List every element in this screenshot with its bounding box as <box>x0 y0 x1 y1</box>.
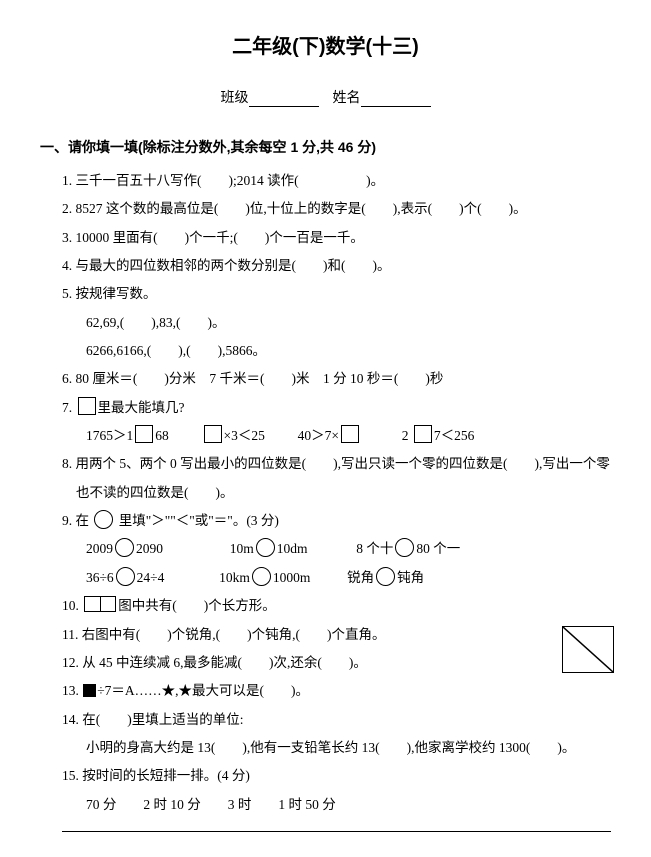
circle-icon <box>252 567 271 586</box>
q9e-l: 10km <box>219 570 250 585</box>
q7d-r: 7＜256 <box>434 428 475 443</box>
question-9-row2: 36÷6 24÷4 10km 1000m 锐角 钝角 <box>86 564 611 592</box>
question-11: 11. 右图中有( )个锐角,( )个钝角,( )个直角。 <box>62 621 611 649</box>
page-title: 二年级(下)数学(十三) <box>40 30 611 59</box>
q7a-r: 68 <box>155 428 169 443</box>
circle-icon <box>256 538 275 557</box>
q9e-r: 1000m <box>273 570 311 585</box>
q7-pre: 7. <box>62 400 76 415</box>
q9a-l: 2009 <box>86 541 113 556</box>
question-14: 14. 在( )里填上适当的单位: <box>62 706 611 734</box>
section-1-heading: 一、请你填一填(除标注分数外,其余每空 1 分,共 46 分) <box>40 137 611 157</box>
q9d-l: 36÷6 <box>86 570 114 585</box>
question-13: 13. ÷7＝A……★,★最大可以是( )。 <box>62 677 611 705</box>
q7b: ×3＜25 <box>224 428 265 443</box>
worksheet-page: 二年级(下)数学(十三) 班级 姓名 一、请你填一填(除标注分数外,其余每空 1… <box>0 0 651 852</box>
bottom-rule <box>62 831 611 832</box>
question-9-row1: 2009 2090 10m 10dm 8 个十 80 个一 <box>86 535 611 563</box>
name-label: 姓名 <box>333 91 361 106</box>
q9b-r: 10dm <box>277 541 308 556</box>
q13-pre: 13. <box>62 683 82 698</box>
question-9: 9. 在 里填"＞""＜"或"＝"。(3 分) <box>62 507 611 535</box>
q9-pre: 9. 在 <box>62 513 92 528</box>
q13-post: ÷7＝A……★,★最大可以是( )。 <box>97 683 309 698</box>
q9a-r: 2090 <box>136 541 163 556</box>
question-12: 12. 从 45 中连续减 6,最多能减( )次,还余( )。 <box>62 649 611 677</box>
circle-icon <box>94 510 113 529</box>
q9b-l: 10m <box>230 541 254 556</box>
class-blank <box>249 92 319 107</box>
q9d-r: 24÷4 <box>137 570 165 585</box>
circle-icon <box>395 538 414 557</box>
box-icon <box>78 397 96 415</box>
question-15a: 70 分 2 时 10 分 3 时 1 时 50 分 <box>86 791 611 819</box>
question-5a: 62,69,( ),83,( )。 <box>86 309 611 337</box>
box-icon <box>414 425 432 443</box>
circle-icon <box>115 538 134 557</box>
question-1: 1. 三千一百五十八写作( );2014 读作( )。 <box>62 167 611 195</box>
double-box-icon <box>84 596 116 612</box>
box-icon <box>341 425 359 443</box>
question-6: 6. 80 厘米＝( )分米 7 千米＝( )米 1 分 10 秒＝( )秒 <box>62 365 611 393</box>
q7c: 40＞7× <box>298 428 339 443</box>
question-15: 15. 按时间的长短排一排。(4 分) <box>62 762 611 790</box>
question-7: 7. 里最大能填几? <box>62 394 611 422</box>
q7-post: 里最大能填几? <box>98 400 185 415</box>
q9f-l: 锐角 <box>347 570 374 585</box>
question-8: 8. 用两个 5、两个 0 写出最小的四位数是( ),写出只读一个零的四位数是(… <box>62 450 611 507</box>
question-14a: 小明的身高大约是 13( ),他有一支铅笔长约 13( ),他家离学校约 130… <box>86 734 611 762</box>
question-7-items: 1765＞1 68 ×3＜25 40＞7× 2 7＜256 <box>86 422 611 450</box>
class-label: 班级 <box>221 91 249 106</box>
q7a-l: 1765＞1 <box>86 428 133 443</box>
question-3: 3. 10000 里面有( )个一千;( )个一百是一千。 <box>62 224 611 252</box>
question-4: 4. 与最大的四位数相邻的两个数分别是( )和( )。 <box>62 252 611 280</box>
question-2: 2. 8527 这个数的最高位是( )位,十位上的数字是( ),表示( )个( … <box>62 195 611 223</box>
question-10: 10. 图中共有( )个长方形。 <box>62 592 611 620</box>
box-icon <box>135 425 153 443</box>
q10-post: 图中共有( )个长方形。 <box>118 598 276 613</box>
black-square-icon <box>83 684 96 697</box>
q11-text: 11. 右图中有( )个锐角,( )个钝角,( )个直角。 <box>62 627 385 642</box>
q9c-r: 80 个一 <box>416 541 460 556</box>
q10-pre: 10. <box>62 598 82 613</box>
circle-icon <box>116 567 135 586</box>
name-blank <box>361 92 431 107</box>
q7d-l: 2 <box>402 428 409 443</box>
q9f-r: 钝角 <box>397 570 424 585</box>
q9-post: 里填"＞""＜"或"＝"。(3 分) <box>115 513 279 528</box>
circle-icon <box>376 567 395 586</box>
q9c-l: 8 个十 <box>356 541 393 556</box>
student-info-line: 班级 姓名 <box>40 87 611 107</box>
question-5: 5. 按规律写数。 <box>62 280 611 308</box>
question-5b: 6266,6166,( ),( ),5866。 <box>86 337 611 365</box>
box-icon <box>204 425 222 443</box>
